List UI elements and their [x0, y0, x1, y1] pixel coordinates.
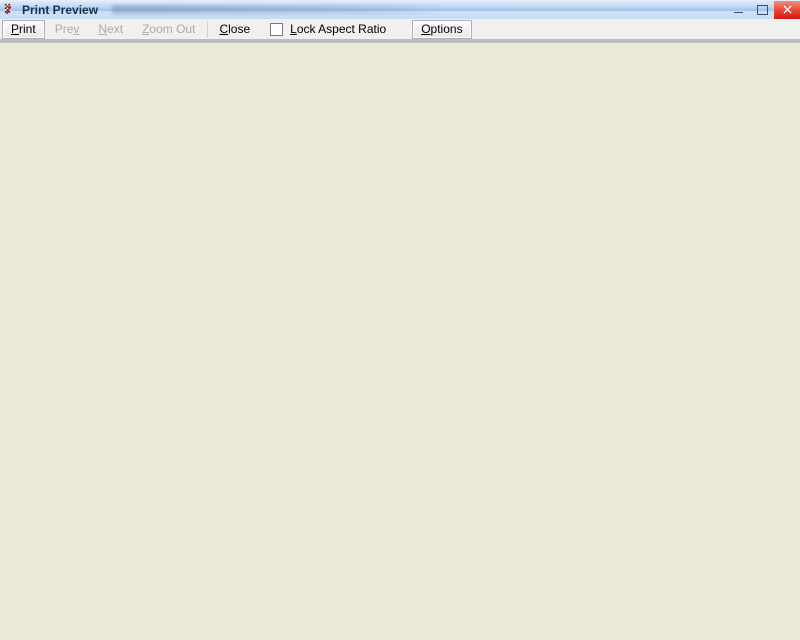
- svg-text:7: 7: [4, 4, 12, 16]
